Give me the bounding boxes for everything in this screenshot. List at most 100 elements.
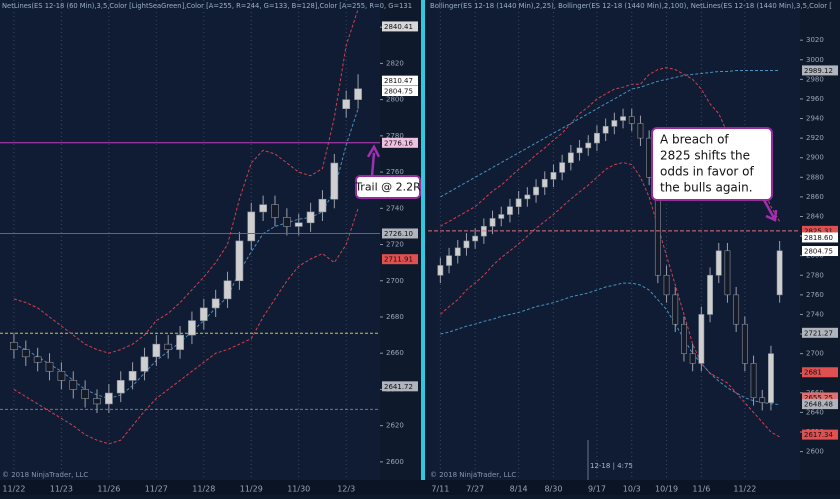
x-tick-label: 8/30	[544, 485, 562, 494]
candle-body	[594, 132, 600, 144]
price-marker-label: 2776.16	[384, 139, 413, 147]
candle-body	[567, 152, 574, 163]
candle-body	[211, 298, 220, 309]
band-line	[13, 8, 359, 354]
y-tick-label: 2920	[806, 134, 824, 142]
annotation-box	[355, 175, 421, 199]
y-tick-label: 2600	[386, 458, 404, 466]
band-line	[440, 67, 781, 227]
price-marker-label: 2711.91	[384, 256, 413, 264]
candle-body	[318, 198, 327, 213]
band-line	[13, 208, 359, 445]
candle-body	[724, 250, 731, 296]
candle-body	[152, 343, 161, 358]
candle-body	[306, 211, 315, 224]
date-strip	[0, 480, 840, 495]
y-tick-label: 2700	[386, 277, 404, 285]
x-tick-label: 12/3	[337, 485, 355, 494]
y-tick-label: 2900	[806, 154, 824, 162]
price-marker	[802, 246, 838, 257]
y-tick-label: 2760	[806, 291, 824, 299]
panel-divider	[421, 0, 425, 495]
candle-body	[750, 363, 757, 399]
candle-body	[271, 204, 279, 218]
candle-body	[550, 172, 557, 180]
candle-body	[681, 323, 687, 354]
y-tick-label: 2820	[386, 59, 404, 67]
x-tick-label: 11/30	[287, 485, 310, 494]
candle-body	[354, 88, 362, 100]
x-tick-label: 11/22	[2, 485, 25, 494]
y-tick-label: 2940	[806, 115, 824, 123]
price-marker-label: 2641.72	[384, 383, 413, 391]
y-tick-label: 2720	[386, 241, 404, 249]
candle-body	[437, 265, 444, 276]
candle-body	[620, 116, 626, 121]
x-tick-label: 7/27	[466, 485, 484, 494]
price-marker	[382, 86, 418, 97]
candle-body	[128, 371, 137, 381]
candle-body	[707, 274, 713, 315]
y-tick-label: 2760	[386, 168, 404, 176]
candle-body	[164, 343, 173, 350]
candle-body	[330, 162, 339, 200]
y-tick-label: 2660	[386, 349, 404, 357]
annotation-text: odds in favor of	[660, 165, 755, 179]
candle-body	[283, 217, 291, 227]
candle-body	[507, 206, 513, 215]
candle-body	[576, 147, 583, 154]
x-tick-label: 8/14	[510, 485, 528, 494]
price-marker	[382, 75, 418, 86]
candle-body	[559, 162, 566, 173]
x-tick-label: 11/6	[692, 485, 710, 494]
candle-body	[223, 280, 232, 300]
annotation-text: A breach of	[660, 133, 729, 147]
candle-body	[524, 194, 531, 200]
copyright: © 2018 NinjaTrader, LLC	[430, 471, 516, 479]
right-plot	[428, 0, 800, 480]
candle-body	[776, 250, 783, 296]
candle-body	[533, 186, 539, 196]
candle-body	[247, 211, 256, 242]
y-tick-label: 2780	[806, 271, 824, 279]
candle-body	[541, 178, 548, 188]
x-tick-label: 10/3	[623, 485, 641, 494]
price-marker-label: 2726.10	[384, 230, 413, 238]
candle-body	[646, 137, 653, 178]
y-tick-label: 2800	[386, 96, 404, 104]
candle-body	[188, 320, 196, 336]
x-tick-label: 11/27	[145, 485, 168, 494]
y-tick-label: 2860	[806, 193, 824, 201]
price-marker	[802, 399, 838, 410]
price-marker	[802, 232, 838, 243]
y-tick-label: 2700	[806, 350, 824, 358]
copyright: © 2018 NinjaTrader, LLC	[2, 471, 88, 479]
y-tick-label: 3020	[806, 36, 824, 44]
candle-body	[294, 222, 303, 227]
candle-body	[21, 349, 30, 358]
price-marker	[382, 21, 418, 32]
price-marker-label: 2825.31	[804, 227, 833, 235]
x-tick-label: 11/23	[50, 485, 73, 494]
price-marker	[382, 254, 418, 265]
x-tick-label: 11/29	[240, 485, 263, 494]
candle-body	[672, 294, 679, 325]
candle-body	[628, 116, 635, 124]
price-marker-label: 2721.27	[804, 329, 833, 337]
candle-body	[105, 392, 113, 405]
candle-body	[498, 214, 505, 219]
annotation-arrow	[762, 199, 778, 222]
panel-title: NetLines(ES 12-18 (60 Min),3,5,Color [Li…	[2, 2, 412, 10]
price-marker-label: 2648.48	[804, 401, 833, 409]
candle-body	[140, 356, 149, 372]
candle-body	[698, 314, 705, 364]
candle-body	[689, 353, 696, 364]
price-marker-label: 2804.75	[804, 248, 833, 256]
y-tick-label: 2840	[806, 212, 824, 220]
candle-body	[611, 120, 618, 127]
candle-body	[515, 198, 522, 207]
y-tick-label: 2980	[806, 75, 824, 83]
candle-body	[45, 361, 54, 372]
y-tick-label: 2740	[806, 310, 824, 318]
